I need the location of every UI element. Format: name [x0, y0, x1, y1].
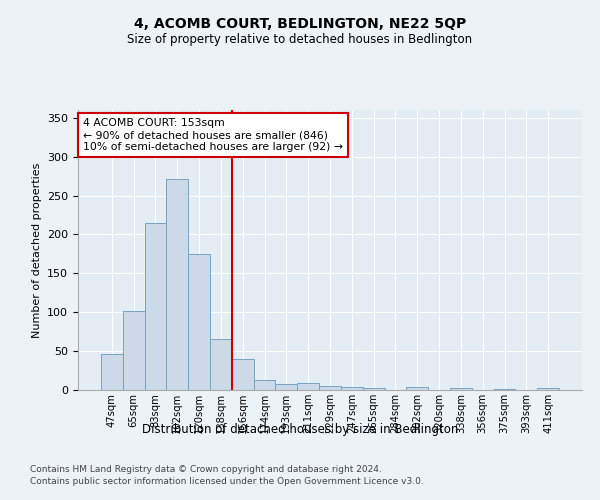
Bar: [406, 387, 428, 390]
Bar: [101, 354, 123, 390]
Text: 4 ACOMB COURT: 153sqm
← 90% of detached houses are smaller (846)
10% of semi-det: 4 ACOMB COURT: 153sqm ← 90% of detached …: [83, 118, 343, 152]
Bar: [275, 384, 297, 390]
Bar: [166, 179, 188, 390]
Bar: [145, 223, 166, 390]
Bar: [537, 388, 559, 390]
Bar: [210, 340, 232, 390]
Bar: [123, 312, 145, 390]
Text: Size of property relative to detached houses in Bedlington: Size of property relative to detached ho…: [127, 32, 473, 46]
Bar: [232, 359, 254, 390]
Text: Contains HM Land Registry data © Crown copyright and database right 2024.: Contains HM Land Registry data © Crown c…: [30, 465, 382, 474]
Bar: [363, 388, 385, 390]
Text: Distribution of detached houses by size in Bedlington: Distribution of detached houses by size …: [142, 422, 458, 436]
Text: 4, ACOMB COURT, BEDLINGTON, NE22 5QP: 4, ACOMB COURT, BEDLINGTON, NE22 5QP: [134, 18, 466, 32]
Text: Contains public sector information licensed under the Open Government Licence v3: Contains public sector information licen…: [30, 478, 424, 486]
Bar: [319, 386, 341, 390]
Y-axis label: Number of detached properties: Number of detached properties: [32, 162, 41, 338]
Bar: [254, 380, 275, 390]
Bar: [494, 389, 515, 390]
Bar: [341, 387, 363, 390]
Bar: [450, 388, 472, 390]
Bar: [188, 254, 210, 390]
Bar: [297, 383, 319, 390]
